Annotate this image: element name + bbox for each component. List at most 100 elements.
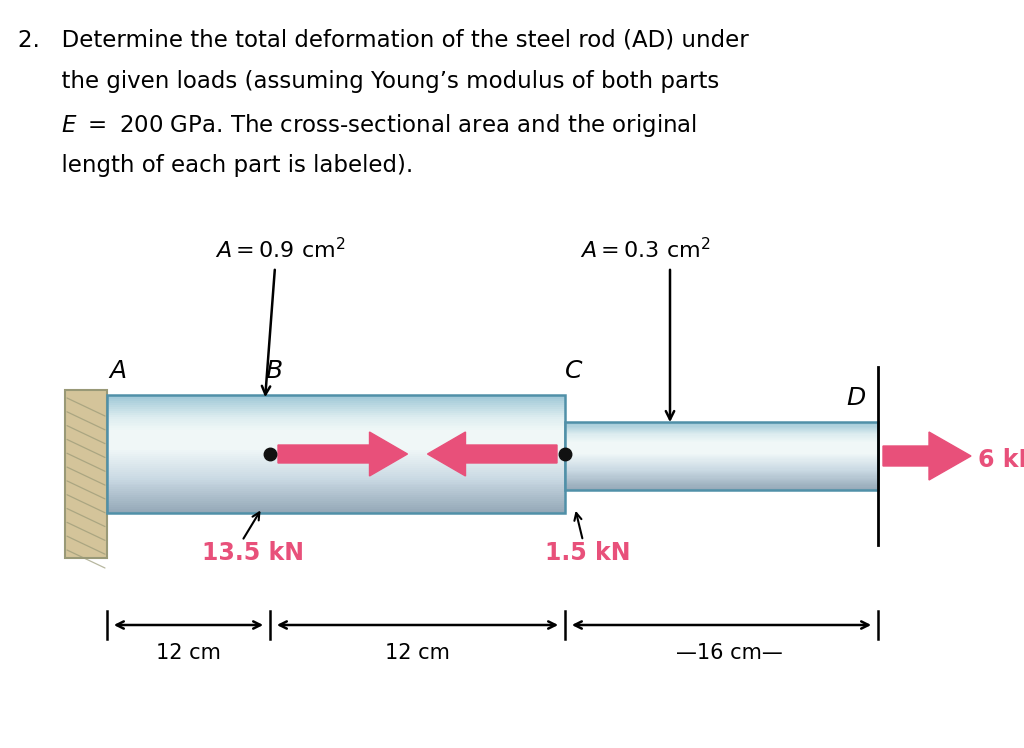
Text: $A = 0.3$ cm$^2$: $A = 0.3$ cm$^2$ (580, 237, 711, 262)
Bar (106, 482, 565, 484)
Bar (565, 426, 878, 428)
Bar (106, 470, 565, 472)
Bar (106, 419, 565, 421)
Text: length of each part is labeled).: length of each part is labeled). (18, 154, 414, 177)
Bar (106, 399, 565, 402)
Bar (106, 452, 565, 455)
Bar (565, 435, 878, 436)
Bar (106, 444, 565, 447)
Bar (106, 423, 565, 425)
Bar (106, 488, 565, 490)
Bar (565, 485, 878, 486)
Bar (565, 447, 878, 449)
Bar (565, 426, 878, 427)
Bar (106, 491, 565, 494)
Bar (106, 405, 565, 408)
Bar (565, 488, 878, 489)
Bar (565, 422, 878, 423)
Bar (565, 423, 878, 425)
FancyArrow shape (883, 432, 971, 480)
Bar (565, 485, 878, 487)
Bar (565, 454, 878, 456)
Bar (106, 435, 565, 437)
Bar (106, 499, 565, 502)
FancyArrow shape (278, 432, 408, 476)
Bar (565, 428, 878, 429)
Bar (565, 444, 878, 447)
Bar (106, 414, 565, 417)
Bar (565, 441, 878, 443)
Bar (106, 446, 565, 449)
Bar (565, 431, 878, 432)
Bar (106, 476, 565, 478)
Bar (106, 454, 565, 456)
Bar (106, 448, 565, 450)
Bar (565, 438, 878, 440)
Bar (106, 395, 565, 513)
Bar (106, 511, 565, 513)
Bar (106, 505, 565, 508)
Bar (106, 411, 565, 413)
Bar (106, 507, 565, 509)
Bar (565, 468, 878, 470)
Bar (106, 429, 565, 431)
Bar (106, 458, 565, 461)
Bar (106, 442, 565, 444)
Bar (106, 509, 565, 512)
Bar (65, 390, 106, 558)
Bar (106, 403, 565, 405)
Bar (565, 489, 878, 491)
Bar (565, 473, 878, 475)
Bar (565, 452, 878, 453)
Text: B: B (265, 359, 283, 383)
Bar (565, 483, 878, 485)
Bar (106, 489, 565, 492)
Bar (565, 456, 878, 458)
Bar (106, 478, 565, 480)
Bar (106, 468, 565, 470)
Text: 2.   Determine the total deformation of the steel rod (AD) under: 2. Determine the total deformation of th… (18, 28, 749, 51)
FancyArrow shape (427, 432, 557, 476)
Bar (565, 450, 878, 451)
Bar (106, 485, 565, 488)
Bar (565, 470, 878, 471)
Bar (106, 456, 565, 459)
Bar (565, 481, 878, 482)
Text: 1.5 kN: 1.5 kN (545, 541, 631, 565)
Bar (565, 463, 878, 465)
Bar (106, 441, 565, 443)
Bar (565, 444, 878, 445)
Bar (106, 494, 565, 496)
Bar (565, 455, 878, 456)
Text: $E\ =\ 200$ GPa. The cross-sectional area and the original: $E\ =\ 200$ GPa. The cross-sectional are… (18, 112, 697, 139)
Bar (565, 487, 878, 488)
Text: $A = 0.9$ cm$^2$: $A = 0.9$ cm$^2$ (215, 237, 345, 262)
Bar (565, 470, 878, 473)
Bar (106, 417, 565, 419)
Bar (106, 450, 565, 453)
Bar (565, 482, 878, 484)
Bar (565, 450, 878, 452)
Bar (106, 408, 565, 411)
Bar (565, 477, 878, 479)
Bar (565, 437, 878, 438)
Bar (106, 464, 565, 466)
Bar (565, 465, 878, 467)
Bar (565, 464, 878, 465)
Bar (565, 479, 878, 480)
Bar (106, 462, 565, 465)
Bar (565, 459, 878, 461)
Bar (565, 432, 878, 434)
Text: C: C (565, 359, 583, 383)
Bar (106, 501, 565, 503)
Text: 13.5 kN: 13.5 kN (202, 541, 304, 565)
Bar (565, 472, 878, 473)
Text: 12 cm: 12 cm (385, 643, 450, 663)
Text: 6 kN: 6 kN (978, 448, 1024, 472)
Text: A: A (109, 359, 126, 383)
Bar (106, 472, 565, 474)
Bar (565, 453, 878, 454)
Bar (106, 413, 565, 415)
Text: —16 cm—: —16 cm— (676, 643, 783, 663)
Bar (565, 422, 878, 490)
